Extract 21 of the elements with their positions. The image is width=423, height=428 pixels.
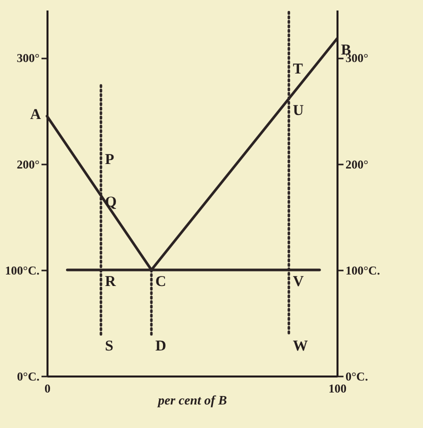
annotation: A	[30, 107, 42, 124]
y-tick-label: 100°C.	[5, 263, 40, 278]
annotation: V	[292, 274, 304, 290]
y-tick-label: 200°	[16, 157, 40, 172]
annotation: W	[292, 338, 308, 355]
y-tick-label: 0°C.	[17, 370, 40, 384]
annotation: S	[104, 338, 114, 355]
y-tick-label: 300°	[16, 51, 40, 66]
annotation: T	[292, 62, 303, 78]
annotation: D	[155, 338, 166, 355]
x-axis-title: per cent of B	[157, 392, 228, 408]
y2-tick-label: 0°C.	[346, 370, 368, 384]
annotation: R	[104, 274, 116, 290]
annotation: C	[155, 274, 166, 290]
annotation: Q	[104, 194, 117, 210]
annotation: U	[292, 103, 304, 120]
x-tick-label: 100	[328, 382, 346, 396]
x-tick-label: 0	[44, 382, 50, 396]
y2-tick-label: 200°	[346, 157, 368, 172]
annotation: P	[104, 152, 114, 168]
y2-tick-label: 100°C.	[346, 263, 380, 278]
